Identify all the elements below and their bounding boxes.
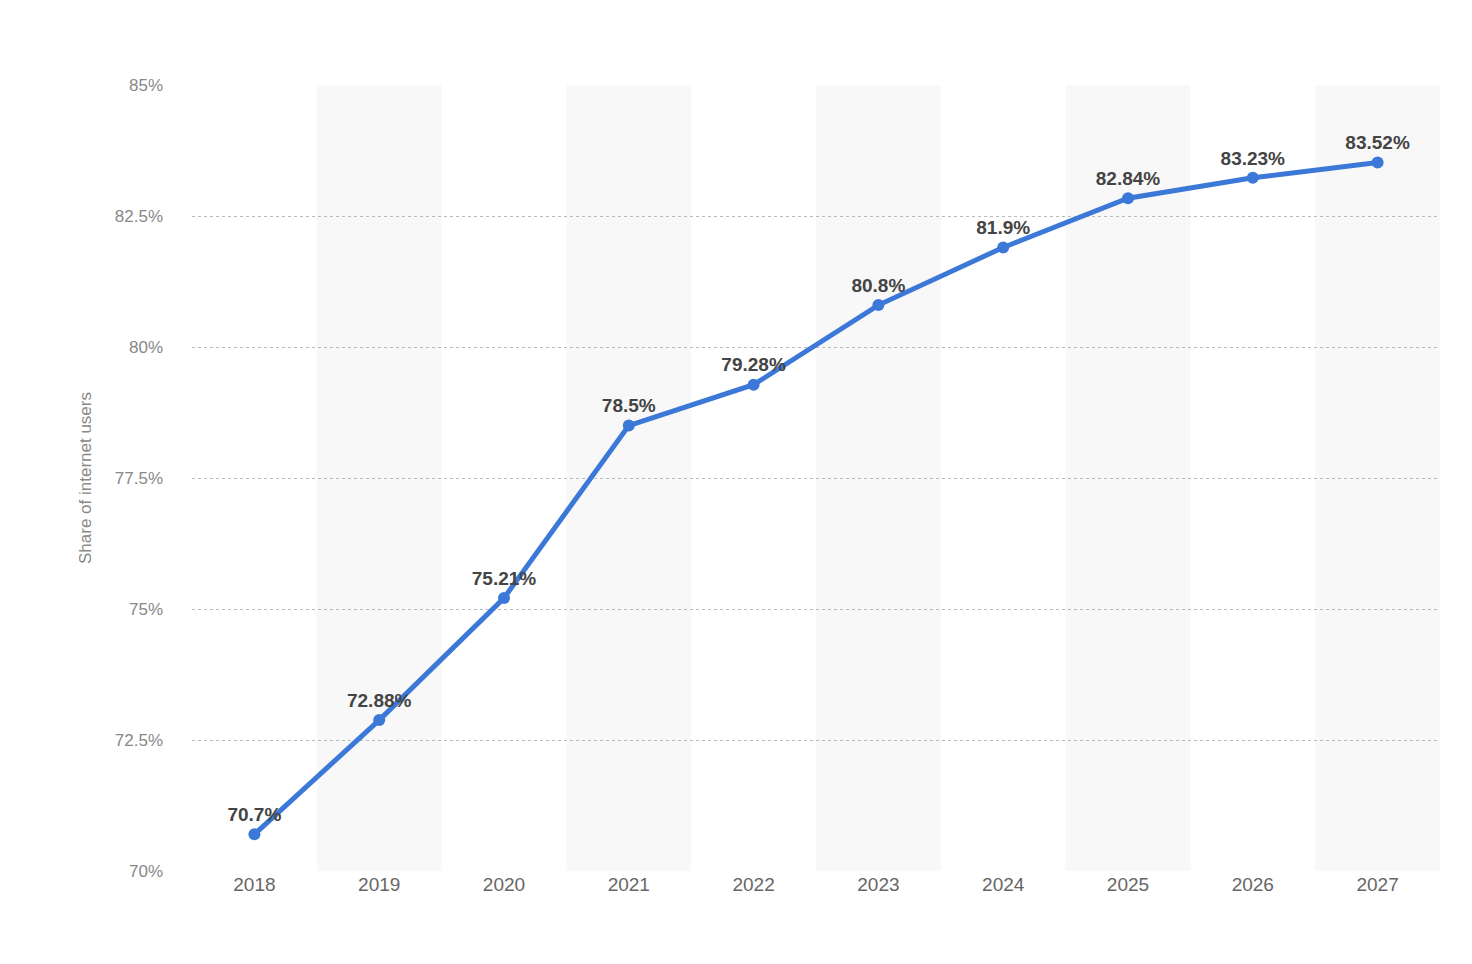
svg-text:72.88%: 72.88%	[347, 690, 412, 711]
svg-text:81.9%: 81.9%	[976, 217, 1030, 238]
svg-text:2023: 2023	[857, 874, 899, 895]
svg-text:Share of internet users: Share of internet users	[76, 392, 95, 564]
svg-text:83.52%: 83.52%	[1345, 132, 1410, 153]
svg-text:82.5%: 82.5%	[115, 207, 163, 226]
svg-text:72.5%: 72.5%	[115, 731, 163, 750]
svg-text:79.28%: 79.28%	[721, 354, 786, 375]
svg-text:2026: 2026	[1232, 874, 1274, 895]
svg-text:75%: 75%	[129, 600, 163, 619]
svg-text:80.8%: 80.8%	[851, 275, 905, 296]
svg-text:2024: 2024	[982, 874, 1025, 895]
svg-text:2021: 2021	[608, 874, 650, 895]
svg-text:2019: 2019	[358, 874, 400, 895]
svg-text:77.5%: 77.5%	[115, 469, 163, 488]
svg-text:70%: 70%	[129, 862, 163, 881]
svg-text:2018: 2018	[233, 874, 275, 895]
svg-text:80%: 80%	[129, 338, 163, 357]
svg-text:2027: 2027	[1356, 874, 1398, 895]
svg-text:78.5%: 78.5%	[602, 395, 656, 416]
svg-text:83.23%: 83.23%	[1221, 148, 1286, 169]
svg-text:82.84%: 82.84%	[1096, 168, 1161, 189]
svg-text:75.21%: 75.21%	[472, 568, 537, 589]
svg-text:2020: 2020	[483, 874, 525, 895]
svg-text:70.7%: 70.7%	[227, 804, 281, 825]
svg-text:85%: 85%	[129, 76, 163, 95]
svg-text:2025: 2025	[1107, 874, 1149, 895]
svg-text:2022: 2022	[732, 874, 774, 895]
